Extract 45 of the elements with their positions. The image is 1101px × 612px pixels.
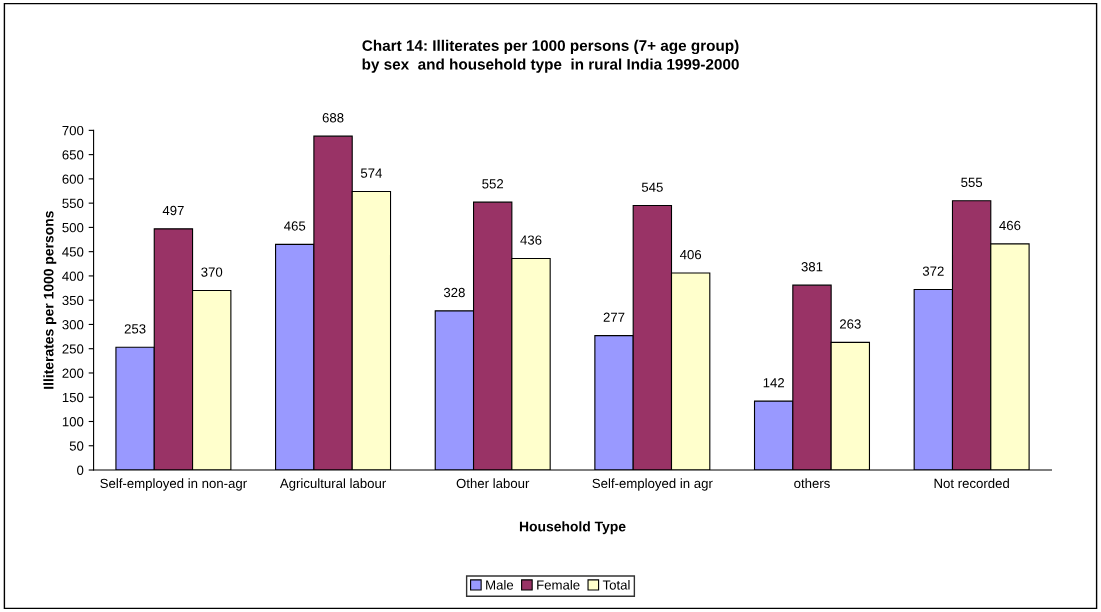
legend-label: Male (486, 579, 514, 590)
data-label: 466 (999, 220, 1021, 231)
data-label: 545 (641, 182, 663, 192)
y-tick-label: 500 (62, 222, 84, 233)
data-label: 372 (922, 266, 944, 276)
data-label: 277 (603, 312, 625, 322)
legend-label: Female (537, 579, 580, 590)
data-label: 465 (284, 221, 306, 231)
data-label: 263 (839, 319, 861, 329)
y-tick-label: 200 (62, 368, 84, 378)
data-label: 497 (162, 205, 184, 216)
data-label: 552 (482, 179, 504, 189)
y-tick-label: 250 (62, 344, 84, 354)
y-tick-label: 350 (62, 295, 84, 306)
chart-title: Chart 14: Illiterates per 1000 persons (7+ age group) by sex and household type in rural India 1999-2000 (362, 39, 739, 73)
data-label: 328 (443, 287, 465, 298)
data-label: 688 (322, 113, 344, 123)
y-tick-label: 550 (62, 198, 84, 209)
y-axis-title: Illiterates per 1000 persons (43, 211, 57, 389)
data-label: 555 (961, 177, 983, 187)
data-label: 436 (520, 235, 542, 245)
data-label: 370 (201, 267, 223, 277)
legend-label: Total (602, 579, 630, 590)
data-label: 253 (124, 324, 146, 334)
y-tick-label: 600 (62, 174, 84, 184)
x-tick-label: Self-employed in agr (592, 478, 713, 491)
data-label: 574 (360, 168, 382, 178)
x-axis-title: Household Type (519, 521, 626, 535)
x-tick-label: Not recorded (934, 478, 1009, 489)
x-tick-label: Other labour (456, 478, 530, 489)
y-tick-label: 400 (62, 271, 84, 281)
y-tick-label: 700 (62, 125, 84, 136)
y-tick-label: 300 (62, 320, 84, 330)
y-tick-label: 650 (62, 150, 84, 160)
x-tick-label: others (794, 478, 830, 489)
y-tick-label: 50 (69, 441, 84, 451)
x-tick-label: Agricultural labour (279, 478, 387, 491)
y-tick-label: 0 (77, 465, 84, 475)
data-label: 142 (763, 378, 785, 388)
data-label: 381 (801, 262, 823, 272)
y-tick-label: 100 (62, 417, 84, 427)
y-tick-label: 450 (62, 247, 84, 257)
y-tick-label: 150 (62, 392, 84, 403)
data-label: 406 (679, 249, 702, 260)
x-tick-label: Self-employed in non-agr (100, 478, 247, 491)
